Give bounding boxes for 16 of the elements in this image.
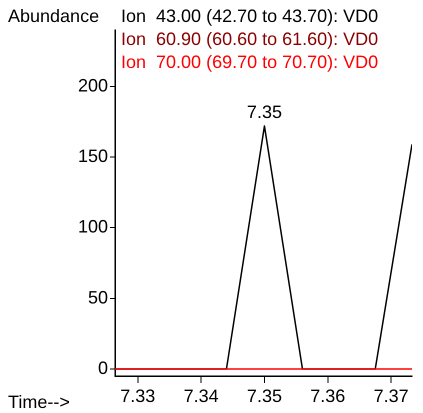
y-tick-label: 100 xyxy=(78,216,108,237)
x-axis-title: Time--> xyxy=(8,392,70,412)
text: Ion 70.00 (69.70 to 70.70): VD0 xyxy=(121,52,378,72)
x-tick-label: 7.36 xyxy=(310,386,346,406)
y-tick-label: 50 xyxy=(88,287,108,308)
text: Ion 43.00 (42.70 to 43.70): VD0 xyxy=(121,6,378,26)
y-tick-label: 200 xyxy=(78,75,108,96)
y-tick-label: 150 xyxy=(78,146,108,166)
x-tick-label: 7.34 xyxy=(184,386,219,406)
y-axis-title: Abundance xyxy=(8,6,100,26)
x-tick-label: 7.35 xyxy=(246,386,282,406)
annotation: 7.35 xyxy=(246,102,282,122)
x-tick-label: 7.33 xyxy=(120,386,156,406)
y-tick-label: 0 xyxy=(98,358,108,378)
x-tick-label: 7.37 xyxy=(374,386,409,406)
legend-label: Ion 60.90 (60.60 to 61.60): VD0 xyxy=(121,29,378,49)
